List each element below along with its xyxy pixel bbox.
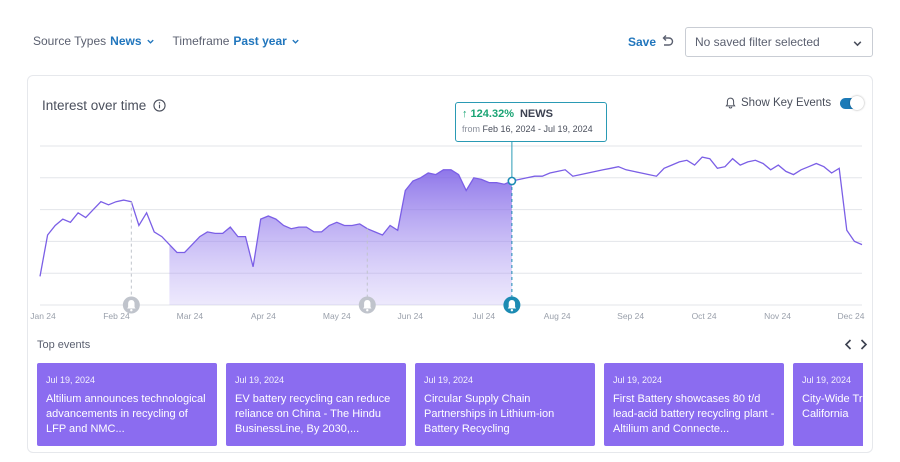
event-date: Jul 19, 2024 bbox=[235, 375, 285, 385]
card-title: Interest over time bbox=[42, 98, 166, 113]
x-tick-label: Dec 24 bbox=[838, 311, 865, 321]
events-nav bbox=[844, 339, 868, 350]
chevron-down-icon bbox=[292, 39, 299, 44]
timeframe-dropdown[interactable]: Timeframe Past year bbox=[173, 34, 300, 48]
chevron-left-icon[interactable] bbox=[844, 339, 853, 350]
x-tick-label: Oct 24 bbox=[692, 311, 717, 321]
chevron-down-icon bbox=[853, 41, 862, 47]
undo-icon[interactable] bbox=[660, 34, 674, 48]
event-card[interactable]: Jul 19, 2024 City-Wide Tri Reusable Cu Ca… bbox=[793, 363, 863, 446]
event-title: First Battery showcases 80 t/d lead-acid… bbox=[613, 393, 775, 435]
source-types-value: News bbox=[110, 34, 142, 48]
x-tick-label: Sep 24 bbox=[617, 311, 644, 321]
event-date: Jul 19, 2024 bbox=[424, 375, 474, 385]
x-tick-label: Jul 24 bbox=[472, 311, 495, 321]
interest-chart: Jan 24 Feb 24 Mar 24 Apr 24 May 24 Jun 24 Jul … bbox=[30, 142, 865, 321]
source-types-label: Source Types bbox=[33, 34, 107, 48]
interest-over-time-card: Interest over time Show Key Events Jan 2… bbox=[27, 75, 873, 453]
card-title-text: Interest over time bbox=[42, 98, 147, 113]
saved-filter-value: No saved filter selected bbox=[695, 35, 820, 49]
timeframe-label: Timeframe bbox=[172, 34, 230, 48]
saved-filter-select[interactable]: No saved filter selected bbox=[685, 27, 873, 57]
bell-clapper bbox=[510, 309, 514, 312]
info-icon[interactable] bbox=[153, 99, 166, 112]
show-key-events-label: Show Key Events bbox=[741, 97, 832, 109]
event-date: Jul 19, 2024 bbox=[802, 375, 852, 385]
event-card[interactable]: Jul 19, 2024 Altilium announces technolog… bbox=[37, 363, 217, 446]
event-date: Jul 19, 2024 bbox=[46, 375, 96, 385]
x-tick-label: Apr 24 bbox=[251, 311, 276, 321]
tooltip-range: Feb 16, 2024 - Jul 19, 2024 bbox=[482, 124, 593, 134]
key-events-toggle[interactable] bbox=[840, 95, 865, 110]
show-key-events: Show Key Events bbox=[725, 95, 865, 110]
event-title: EV battery recycling can reduce reliance… bbox=[235, 393, 391, 435]
bell-icon bbox=[363, 300, 372, 309]
source-types-dropdown[interactable]: Source Types News bbox=[33, 34, 155, 48]
filter-bar: Source Types News Timeframe Past year bbox=[33, 34, 300, 48]
x-tick-label: Mar 24 bbox=[177, 311, 204, 321]
tooltip-change: ↑ 124.32% bbox=[462, 108, 514, 120]
save-button[interactable]: Save bbox=[628, 35, 657, 49]
event-date: Jul 19, 2024 bbox=[613, 375, 663, 385]
x-tick-label: Aug 24 bbox=[544, 311, 571, 321]
chevron-right-icon[interactable] bbox=[859, 339, 868, 350]
x-tick-label: Jun 24 bbox=[398, 311, 424, 321]
x-tick-label: May 24 bbox=[323, 311, 351, 321]
event-card[interactable]: Jul 19, 2024 EV battery recycling can red… bbox=[226, 363, 406, 446]
event-card[interactable]: Jul 19, 2024 First Battery showcases 80 t… bbox=[604, 363, 784, 446]
event-title: Circular Supply Chain Partnerships in Li… bbox=[424, 393, 555, 435]
event-title: City-Wide Tri Reusable Cu California bbox=[802, 393, 863, 420]
bell-clapper bbox=[130, 309, 133, 312]
chart-tooltip: ↑ 124.32% NEWS from Feb 16, 2024 - Jul 1… bbox=[455, 102, 607, 142]
chevron-down-icon bbox=[146, 39, 154, 44]
top-events-list: Jul 19, 2024 Altilium announces technolog… bbox=[37, 363, 863, 446]
event-title: Altilium announces technological advance… bbox=[46, 393, 206, 435]
series-line bbox=[39, 156, 863, 277]
tooltip-label: NEWS bbox=[519, 108, 553, 120]
bell-icon bbox=[725, 97, 736, 109]
event-card[interactable]: Jul 19, 2024 Circular Supply Chain Partne… bbox=[415, 363, 595, 446]
x-tick-label: Feb 24 bbox=[103, 311, 130, 321]
top-events-label: Top events bbox=[37, 339, 91, 351]
bell-icon bbox=[507, 300, 517, 309]
bell-clapper bbox=[366, 309, 369, 312]
x-tick-label: Nov 24 bbox=[764, 311, 791, 321]
highlight-area bbox=[169, 169, 512, 305]
x-tick-label: Jan 24 bbox=[30, 311, 56, 321]
hover-point bbox=[507, 176, 517, 186]
tooltip-from: from bbox=[462, 124, 480, 134]
bell-icon bbox=[127, 300, 136, 309]
timeframe-value: Past year bbox=[233, 34, 287, 48]
